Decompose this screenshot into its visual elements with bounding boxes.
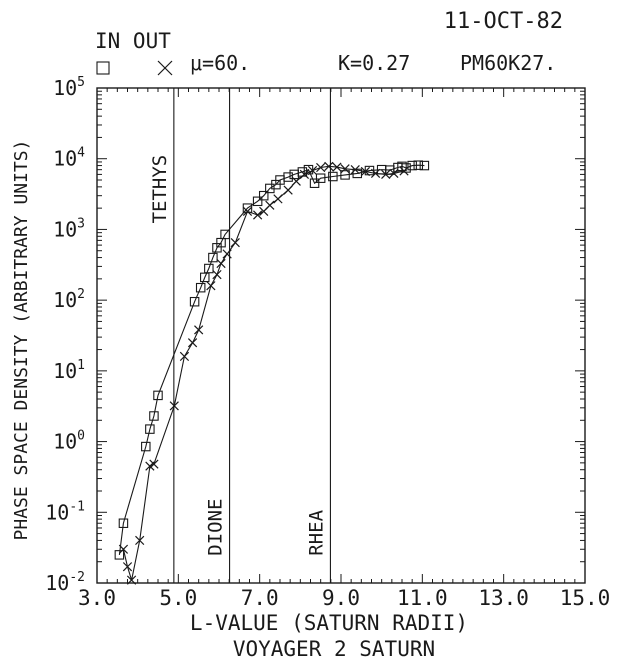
data-point: [204, 263, 214, 274]
data-point: [419, 160, 430, 171]
data-point: [216, 258, 226, 269]
x-axis-label: L-VALUE (SATURN RADII): [190, 611, 468, 635]
y-tick-label: 10-1: [45, 499, 85, 524]
data-point: [324, 161, 334, 171]
y-tick-label: 103: [53, 216, 85, 241]
data-point: [389, 168, 399, 179]
data-point: [413, 160, 424, 170]
data-point: [242, 206, 253, 217]
data-point: [179, 351, 190, 362]
data-point: [315, 173, 326, 183]
data-point: [141, 441, 151, 452]
legend-label: IN OUT: [95, 29, 171, 53]
date-label: 11-OCT-82: [444, 9, 563, 34]
series-line-in: [118, 164, 425, 555]
data-point: [401, 163, 411, 173]
mu-label: μ=60.: [190, 51, 250, 75]
data-point: [381, 169, 391, 180]
data-point: [189, 296, 200, 307]
x-tick-label: 13.0: [478, 586, 529, 610]
data-point: [230, 238, 240, 248]
data-point: [118, 544, 129, 554]
chart-subtitle: VOYAGER 2 SATURN: [233, 637, 435, 661]
data-point: [299, 169, 310, 180]
data-point: [212, 269, 222, 280]
data-point: [135, 535, 145, 546]
data-point: [149, 459, 159, 469]
x-tick-label: 5.0: [159, 586, 197, 610]
data-point: [96, 61, 110, 75]
data-point: [370, 168, 381, 179]
data-point: [316, 162, 326, 173]
data-point: [157, 60, 173, 76]
y-tick-label: 10-2: [45, 570, 85, 595]
data-point: [149, 411, 159, 421]
data-point: [220, 229, 230, 240]
x-tick-label: 3.0: [78, 586, 116, 610]
data-point: [350, 165, 360, 175]
data-point: [307, 165, 318, 176]
y-tick-label: 102: [53, 287, 85, 312]
data-point: [273, 194, 283, 204]
series: [114, 160, 430, 585]
moon-lines: TETHYS DIONE RHEA: [149, 88, 331, 583]
y-tick-label: 105: [53, 75, 85, 100]
k-label: K=0.27: [338, 51, 410, 75]
y-tick-label: 101: [53, 358, 85, 383]
tick-labels: 3.0 5.0 7.0 9.0 11.0 13.0 15.0 105 104 103 102 101 1…: [45, 75, 610, 610]
data-point: [360, 166, 371, 177]
data-point: [252, 196, 263, 207]
data-point: [153, 390, 163, 401]
x-tick-label: 9.0: [322, 586, 360, 610]
series-out: [118, 161, 409, 585]
data-point: [332, 162, 342, 172]
series-in: [114, 160, 430, 560]
data-point: [352, 168, 363, 179]
run-label: PM60K27.: [460, 51, 556, 75]
data-point: [309, 178, 320, 188]
data-point: [340, 170, 350, 180]
data-point: [253, 210, 263, 220]
data-point: [399, 166, 409, 176]
data-point: [169, 401, 179, 411]
data-point: [145, 424, 155, 434]
data-point: [265, 200, 275, 210]
data-point: [187, 338, 198, 348]
data-point: [258, 190, 269, 201]
x-tick-label: 7.0: [241, 586, 279, 610]
series-line-out: [122, 165, 405, 581]
data-point: [122, 562, 133, 572]
data-point: [206, 281, 216, 291]
moon-label-dione: DIONE: [205, 499, 227, 556]
data-point: [118, 518, 129, 528]
y-axis-label: PHASE SPACE DENSITY (ARBITRARY UNITS): [11, 140, 32, 541]
data-point: [222, 249, 232, 259]
data-point: [114, 550, 125, 560]
data-point: [126, 575, 137, 585]
moon-label-rhea: RHEA: [305, 509, 327, 555]
y-tick-label: 100: [53, 429, 85, 454]
axis-ticks: [96, 88, 586, 584]
data-point: [195, 282, 206, 293]
data-point: [283, 185, 293, 195]
data-point: [208, 252, 218, 263]
x-tick-label: 11.0: [397, 586, 448, 610]
data-point: [194, 325, 204, 335]
x-tick-label: 15.0: [560, 586, 611, 610]
moon-label-tethys: TETHYS: [149, 155, 171, 224]
data-point: [407, 160, 417, 171]
y-tick-label: 104: [53, 146, 85, 171]
legend-cross-marker: [157, 60, 173, 76]
data-point: [328, 171, 338, 182]
data-point: [340, 164, 350, 174]
data-point: [291, 176, 301, 186]
legend-square-marker: [96, 61, 110, 75]
